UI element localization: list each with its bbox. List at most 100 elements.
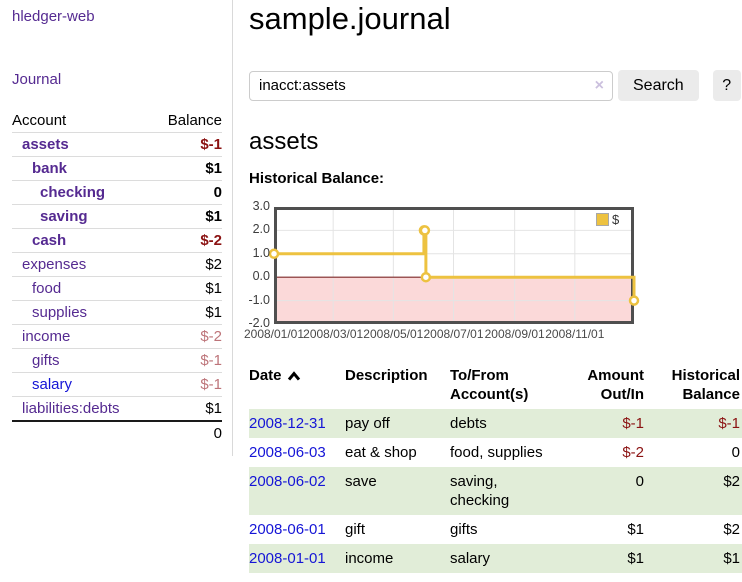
column-header-balance: Historical Balance — [671, 367, 740, 403]
legend-color-swatch — [596, 213, 609, 226]
sidebar-account-balance: $-2 — [200, 328, 222, 345]
sidebar-account-link[interactable]: expenses — [22, 256, 87, 273]
y-tick-label: 0.0 — [252, 269, 270, 284]
accounts-table-header: Account Balance — [12, 109, 222, 132]
register-balance: $-1 — [718, 415, 740, 432]
register-balance: $2 — [723, 521, 740, 538]
help-button[interactable]: ? — [712, 70, 741, 101]
y-tick-label: 3.0 — [252, 199, 270, 213]
search-form: × Search ? — [249, 70, 742, 101]
register-amount: $-2 — [622, 444, 644, 461]
legend-label: $ — [612, 212, 620, 227]
sidebar-account-row: checking 0 — [12, 180, 222, 204]
sidebar-account-link[interactable]: income — [22, 328, 71, 345]
sidebar-account-balance: $1 — [205, 400, 222, 417]
sidebar-account-row: saving $1 — [12, 204, 222, 228]
search-input[interactable] — [249, 70, 613, 101]
sidebar-account-link[interactable]: checking — [40, 184, 106, 201]
sidebar-account-row: bank $1 — [12, 156, 222, 180]
search-box: × — [249, 70, 613, 101]
page-title: sample.journal — [249, 1, 451, 36]
register-row: 2008-12-31 pay off debts $-1 $-1 — [249, 409, 742, 438]
balance-column-header: Balance — [167, 112, 222, 129]
clear-search-icon[interactable]: × — [594, 76, 604, 94]
sidebar-account-row: assets $-1 — [12, 132, 222, 156]
sidebar-account-balance: $2 — [205, 256, 222, 273]
sidebar-account-row: cash $-2 — [12, 228, 222, 252]
register-balance: $2 — [723, 473, 740, 490]
register-accounts: food, supplies — [450, 444, 543, 461]
register-accounts: debts — [450, 415, 487, 432]
sidebar-account-balance: $1 — [205, 208, 222, 225]
chart-plot-area — [268, 207, 640, 324]
sidebar-account-link[interactable]: bank — [32, 160, 68, 177]
register-row: 2008-01-01 income salary $1 $1 — [249, 544, 742, 573]
data-point — [268, 248, 280, 260]
historical-balance-chart: 3.0 2.0 1.0 0.0 -1.0 -2.0 2008/01/01 2008/03/0… — [244, 199, 742, 345]
register-row: 2008-06-02 save saving, checking 0 $2 — [249, 467, 742, 515]
sort-ascending-icon — [287, 371, 300, 381]
sidebar-account-link[interactable]: saving — [40, 208, 88, 225]
sidebar-account-balance: $1 — [205, 304, 222, 321]
register-date-link[interactable]: 2008-06-03 — [249, 444, 326, 461]
column-header-amount: Amount Out/In — [587, 367, 644, 403]
search-button[interactable]: Search — [618, 70, 699, 101]
chart-heading: Historical Balance: — [249, 170, 385, 187]
sidebar-account-link[interactable]: gifts — [32, 352, 60, 369]
sidebar-account-link[interactable]: salary — [32, 376, 73, 393]
y-tick-label: -1.0 — [248, 292, 270, 307]
main-content: sample.journal × Search ? assets Histori… — [244, 0, 742, 573]
sidebar-account-balance: $-1 — [200, 352, 222, 369]
accounts-total-row: 0 — [12, 420, 222, 445]
register-accounts: salary — [450, 550, 491, 567]
sidebar-account-row: liabilities:debts $1 — [12, 396, 222, 420]
sidebar-account-row: salary $-1 — [12, 372, 222, 396]
sidebar-account-balance: 0 — [213, 184, 222, 201]
account-heading: assets — [249, 128, 319, 155]
register-row: 2008-06-03 eat & shop food, supplies $-2… — [249, 438, 742, 467]
register-amount: $1 — [627, 521, 644, 538]
register-row: 2008-06-01 gift gifts $1 $2 — [249, 515, 742, 544]
sidebar-account-link[interactable]: assets — [22, 136, 69, 153]
register-date-link[interactable]: 2008-12-31 — [249, 415, 326, 432]
sidebar-divider — [232, 0, 233, 456]
sidebar-account-balance: $-1 — [200, 376, 222, 393]
register-accounts: saving, checking — [450, 473, 510, 509]
register-date-link[interactable]: 2008-06-01 — [249, 521, 326, 538]
data-point — [628, 295, 640, 306]
sidebar-account-row: expenses $2 — [12, 252, 222, 276]
sidebar-account-balance: $1 — [205, 160, 222, 177]
y-tick-label: -2.0 — [248, 316, 270, 330]
register-balance: $1 — [723, 550, 740, 567]
x-tick-label: 2008/09/01 — [484, 327, 545, 341]
register-date-link[interactable]: 2008-01-01 — [249, 550, 326, 567]
sidebar-account-link[interactable]: food — [32, 280, 62, 297]
register-amount: $-1 — [622, 415, 644, 432]
x-tick-label: 2008/07/01 — [423, 327, 484, 341]
sidebar-account-row: gifts $-1 — [12, 348, 222, 372]
sidebar-account-link[interactable]: cash — [32, 232, 67, 249]
app-title-link[interactable]: hledger-web — [12, 8, 95, 25]
chart-frame — [274, 207, 634, 324]
column-header-date[interactable]: Date — [249, 362, 345, 409]
register-date-link[interactable]: 2008-06-02 — [249, 473, 326, 490]
sidebar-total-balance: 0 — [213, 425, 222, 442]
register-table: Date Description To/From Account(s) Amou… — [249, 362, 742, 573]
data-point — [420, 271, 432, 283]
sidebar-item-journal[interactable]: Journal — [12, 71, 62, 88]
register-header-row: Date Description To/From Account(s) Amou… — [249, 362, 742, 409]
x-tick-label: 2008/05/01 — [363, 327, 424, 341]
register-description: save — [345, 473, 377, 490]
chart-legend: $ — [596, 212, 619, 227]
y-tick-label: 1.0 — [252, 245, 270, 260]
sidebar-account-link[interactable]: liabilities:debts — [22, 400, 120, 417]
accounts-table: Account Balance assets $-1 bank $1 check… — [12, 109, 222, 445]
column-header-description: Description — [345, 367, 428, 384]
register-balance: 0 — [731, 444, 740, 461]
x-tick-label: 2008/03/01 — [303, 327, 364, 341]
sidebar-account-balance: $-1 — [200, 136, 222, 153]
sidebar-account-row: food $1 — [12, 276, 222, 300]
sidebar-account-balance: $-2 — [200, 232, 222, 249]
sidebar-account-link[interactable]: supplies — [32, 304, 88, 321]
register-amount: $1 — [627, 550, 644, 567]
